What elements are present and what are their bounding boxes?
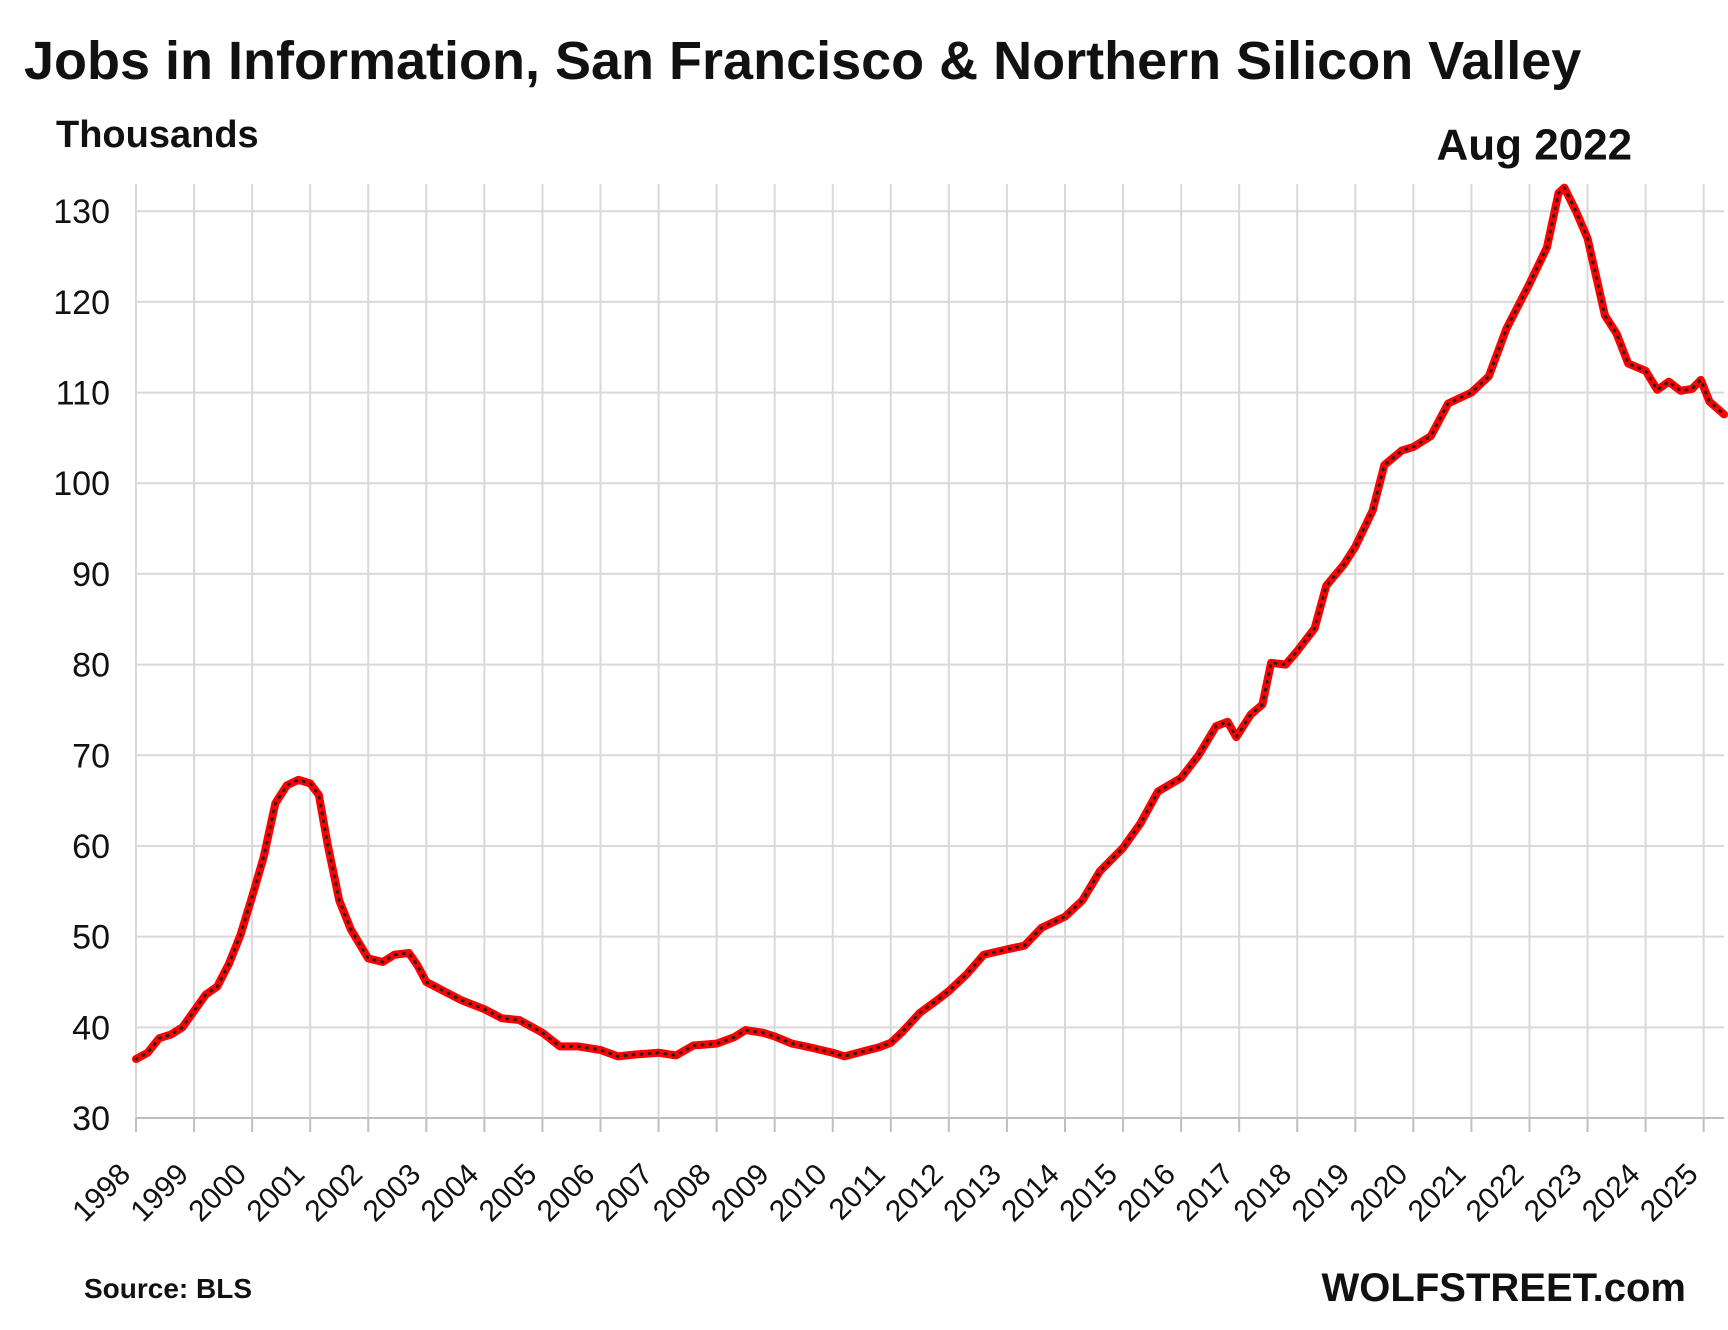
- x-tick-label: 2003: [357, 1158, 428, 1229]
- x-tick-label: 2015: [1053, 1158, 1124, 1229]
- y-tick-label: 100: [53, 465, 110, 503]
- annotation-layer: Aug 2022: [1437, 121, 1633, 170]
- x-tick-label: 2025: [1634, 1158, 1705, 1229]
- x-tick-label: 2020: [1344, 1158, 1415, 1229]
- series-dot-overlay: [134, 185, 1726, 1061]
- x-tick-label: 2013: [937, 1158, 1008, 1229]
- chart-subtitle: Thousands: [56, 114, 259, 156]
- x-tick-label: 2011: [823, 1158, 892, 1227]
- y-tick-label: 80: [72, 647, 110, 685]
- grid-layer: [135, 184, 1724, 1119]
- x-tick-label: 2016: [1112, 1158, 1183, 1229]
- series-layer: [132, 183, 1728, 1064]
- x-tick-label: 2005: [473, 1158, 544, 1229]
- x-tick-label: 2002: [299, 1158, 370, 1229]
- x-tick-label: 2007: [589, 1158, 660, 1229]
- x-tick-label: 2006: [531, 1158, 602, 1229]
- series-line-jobs-in-information: [132, 183, 1728, 1064]
- x-tick-label: 1998: [66, 1158, 137, 1229]
- x-tick-label: 2010: [763, 1158, 834, 1229]
- x-tick-label: 2009: [705, 1158, 776, 1229]
- y-tick-label: 120: [53, 284, 110, 322]
- y-tick-label: 30: [72, 1100, 110, 1138]
- y-tick-label: 130: [53, 193, 110, 231]
- x-tick-label: 2017: [1170, 1158, 1241, 1229]
- x-tick-label: 2001: [241, 1158, 312, 1229]
- x-tick-label: 2022: [1460, 1158, 1531, 1229]
- y-tick-label: 110: [56, 375, 110, 413]
- y-tick-label: 90: [72, 556, 110, 594]
- peak-annotation: Aug 2022: [1437, 121, 1633, 170]
- chart-title: Jobs in Information, San Francisco & Nor…: [24, 31, 1582, 91]
- x-tick-label: 2024: [1576, 1158, 1647, 1229]
- x-tick-label: 2004: [415, 1158, 486, 1229]
- y-tick-label: 60: [72, 828, 110, 866]
- x-tick-label: 2023: [1518, 1158, 1589, 1229]
- x-tick-label: 2008: [647, 1158, 718, 1229]
- y-tick-label: 70: [72, 737, 110, 775]
- x-tick-label: 2012: [879, 1158, 950, 1229]
- y-tick-label: 50: [72, 919, 110, 957]
- x-tick-label: 2000: [183, 1158, 254, 1229]
- x-tick-label: 2014: [995, 1158, 1066, 1229]
- source-label: Source: BLS: [84, 1273, 253, 1304]
- axis-layer: 3040506070809010011012013019981999200020…: [53, 193, 1724, 1228]
- brand-label: WOLFSTREET.com: [1321, 1266, 1686, 1310]
- x-tick-label: 2021: [1402, 1158, 1473, 1229]
- y-tick-label: 40: [72, 1009, 110, 1047]
- x-tick-label: 2018: [1228, 1158, 1299, 1229]
- x-tick-label: 2019: [1286, 1158, 1357, 1229]
- x-tick-label: 1999: [124, 1158, 195, 1229]
